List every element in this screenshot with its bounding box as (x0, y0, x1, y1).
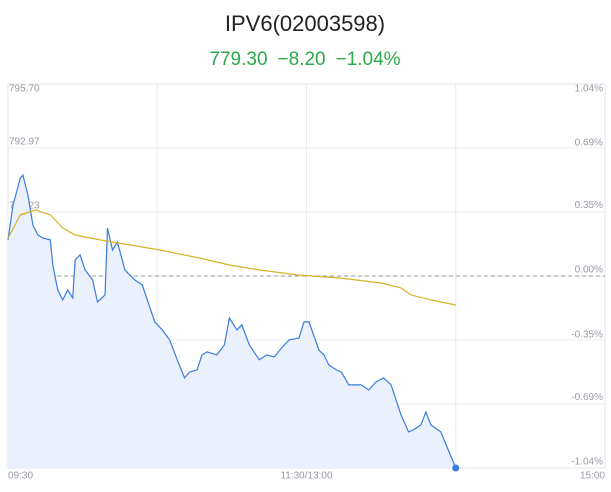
change-pct: −1.04% (336, 49, 401, 70)
y2-tick-label: 0.35% (575, 200, 603, 211)
change: −8.20 (278, 49, 326, 70)
y2-tick-label: 0.00% (575, 265, 603, 276)
x-tick-label: 15:00 (580, 471, 605, 482)
line (7, 173, 457, 469)
y2-tick-label: -0.35% (571, 329, 603, 340)
quote: 779.30 −8.20 −1.04% (209, 49, 400, 70)
y-tick-label: 792.97 (9, 137, 40, 148)
y-tick-label: 795.70 (9, 84, 40, 95)
price: 779.30 (209, 49, 267, 70)
y2-tick-label: -0.69% (571, 392, 603, 403)
title: IPV6(02003598) (225, 11, 385, 36)
y2-tick-label: 1.04% (575, 84, 603, 95)
y2-tick-label: -1.04% (571, 457, 603, 468)
y2-tick-label: 0.69% (575, 137, 603, 148)
x-tick-label: 11:30/13:00 (280, 471, 333, 482)
line (7, 209, 456, 306)
area (8, 175, 456, 468)
x-tick-label: 09:30 (8, 471, 33, 482)
last-point (452, 464, 460, 472)
